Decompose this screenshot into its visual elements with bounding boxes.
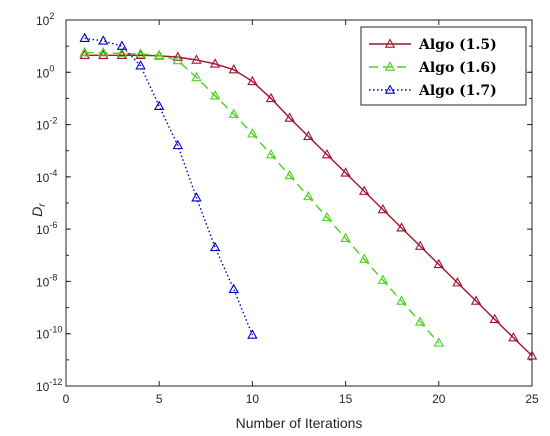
data-point-marker [191,192,202,202]
x-tick-label: 10 [246,392,260,406]
data-point-marker [433,258,445,269]
data-point-marker [470,295,482,305]
data-point-marker [303,130,314,141]
data-point-marker [359,253,370,263]
legend-label: Algo (1.7) [418,83,497,99]
data-point-marker [153,100,165,110]
data-point-marker [228,108,239,118]
legend-label: Algo (1.5) [418,37,497,53]
data-point-marker [414,240,426,250]
y-tick-label: 10-12 [36,377,62,394]
data-point-marker [172,54,184,65]
data-point-marker [116,47,128,58]
data-point-marker [414,316,426,326]
data-point-marker [135,60,146,70]
data-point-marker [247,128,258,138]
data-point-marker [98,49,109,59]
data-point-marker [228,283,239,293]
series-layer [79,32,538,360]
data-point-marker [321,149,333,159]
data-point-marker [396,295,407,305]
data-point-marker [265,149,277,159]
x-tick-label: 15 [339,392,353,406]
data-point-marker [284,112,295,122]
y-tick-label: 10-4 [36,168,57,185]
data-point-marker [172,139,184,150]
y-tick-label: 10-8 [36,272,57,289]
data-point-marker [396,222,407,232]
data-point-marker [172,51,184,61]
data-point-marker [359,185,370,195]
data-point-marker [452,277,463,287]
data-point-marker [209,58,221,68]
data-point-marker [489,313,500,324]
data-point-marker [526,350,538,360]
data-point-marker [247,329,258,339]
y-tick-label: 102 [36,11,54,28]
data-point-marker [209,90,221,100]
x-tick-label: 25 [525,392,539,406]
legend-marker [384,61,396,71]
data-point-marker [191,54,202,64]
data-point-marker [377,203,389,214]
data-point-marker [79,32,90,43]
legend-label: Algo (1.6) [418,60,497,76]
legend-entry-2: Algo (1.6) [369,60,497,76]
legend: Algo (1.5) Algo (1.6) Algo (1.7) [360,26,527,106]
y-tick-label: 10-2 [36,116,57,133]
data-point-marker [135,48,146,58]
axis-ticks [65,19,533,387]
data-point-marker [79,47,90,57]
data-point-marker [265,92,277,103]
data-point-marker [508,332,519,342]
y-tick-label: 10-10 [36,325,62,342]
series-2 [79,47,445,347]
x-tick-label: 5 [156,392,163,406]
data-point-marker [153,49,165,59]
data-point-marker [433,337,445,347]
data-point-marker [209,241,221,252]
data-point-marker [116,40,128,50]
axis-tick-labels: 0 5 10 15 20 25 102 100 10-2 10-4 10-6 10-8 10-10 10-… [36,11,539,406]
data-point-marker [191,71,202,82]
legend-entry-3: Algo (1.7) [369,83,497,99]
legend-marker [384,84,396,94]
data-point-marker [116,49,128,59]
y-tick-label: 10-6 [36,220,57,237]
data-point-marker [303,190,314,201]
x-tick-label: 0 [63,392,70,406]
data-point-marker [321,211,333,222]
data-point-marker [79,49,90,59]
y-tick-label: 100 [36,63,54,80]
data-point-marker [228,64,239,74]
data-point-marker [284,169,295,180]
series-3 [79,32,258,339]
data-point-marker [340,167,351,177]
data-point-marker [98,35,109,45]
y-axis-label: Dr [29,203,48,217]
series-line [84,37,254,336]
data-point-marker [377,274,389,284]
data-point-marker [98,47,109,57]
legend-marker [384,38,396,48]
x-tick-label: 20 [432,392,446,406]
x-axis-label: Number of Iterations [236,415,363,431]
data-point-marker [247,75,258,86]
legend-entry-1: Algo (1.5) [369,37,497,53]
data-point-marker [340,232,351,242]
